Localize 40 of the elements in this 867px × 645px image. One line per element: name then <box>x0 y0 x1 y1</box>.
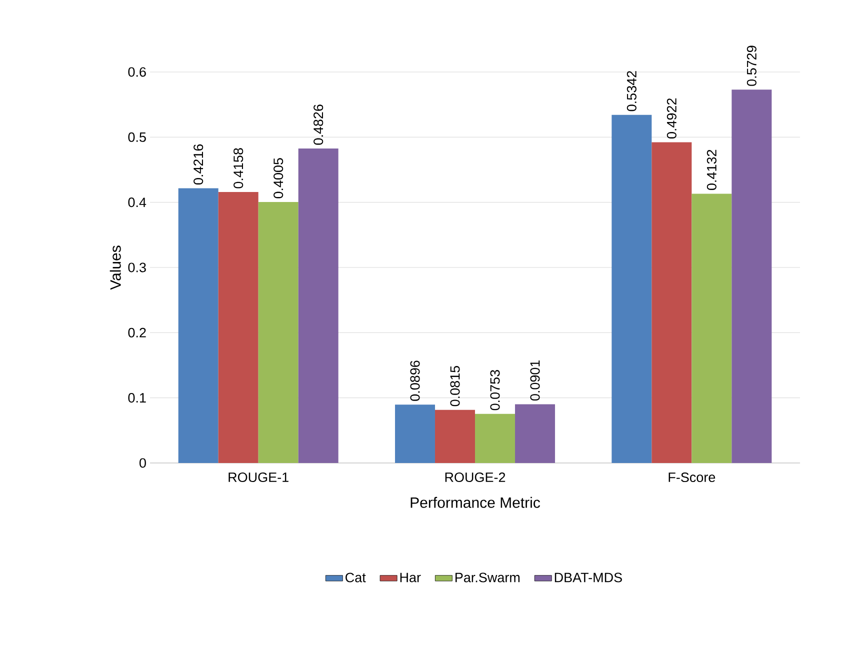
bar <box>178 188 218 463</box>
bar <box>298 148 338 463</box>
bar <box>692 194 732 463</box>
y-tick-label: 0.4 <box>128 198 146 208</box>
bar <box>435 410 476 463</box>
bar <box>515 404 556 463</box>
legend-label: DBAT-MDS <box>554 572 622 582</box>
data-label: 0.0753 <box>490 370 500 410</box>
data-label: 0.0815 <box>450 366 460 406</box>
x-axis-title: Performance Metric <box>410 496 540 508</box>
x-tick-label: ROUGE-1 <box>228 472 288 482</box>
y-tick-label: 0.5 <box>128 132 146 142</box>
y-tick-label: 0.3 <box>128 262 146 272</box>
y-tick-label: 0 <box>140 458 146 468</box>
data-label: 0.0901 <box>530 360 540 401</box>
bar <box>218 192 258 463</box>
x-tick-label: F-Score <box>668 472 716 482</box>
data-label: 0.5729 <box>746 46 756 86</box>
y-axis-title: Values <box>110 246 121 290</box>
y-tick-label: 0.2 <box>128 328 146 338</box>
bar <box>732 90 772 463</box>
x-tick-label: ROUGE-2 <box>445 472 506 482</box>
data-label: 0.4132 <box>706 150 716 190</box>
legend-label: Har <box>400 572 421 582</box>
data-label: 0.4005 <box>274 158 284 198</box>
bar <box>475 414 516 463</box>
data-label: 0.4216 <box>194 144 204 185</box>
data-label: 0.5342 <box>626 71 636 112</box>
bar <box>652 142 692 463</box>
data-label: 0.0896 <box>410 360 420 401</box>
y-tick-label: 0.1 <box>128 393 146 403</box>
data-label: 0.4922 <box>666 98 676 139</box>
bar <box>612 114 652 463</box>
data-label: 0.4826 <box>314 104 324 145</box>
bar <box>258 202 298 463</box>
legend-label: Cat <box>346 572 366 582</box>
bar <box>395 404 436 463</box>
y-tick-label: 0.6 <box>128 67 146 77</box>
legend-label: Par.Swarm <box>456 572 520 582</box>
data-label: 0.4158 <box>234 148 244 188</box>
